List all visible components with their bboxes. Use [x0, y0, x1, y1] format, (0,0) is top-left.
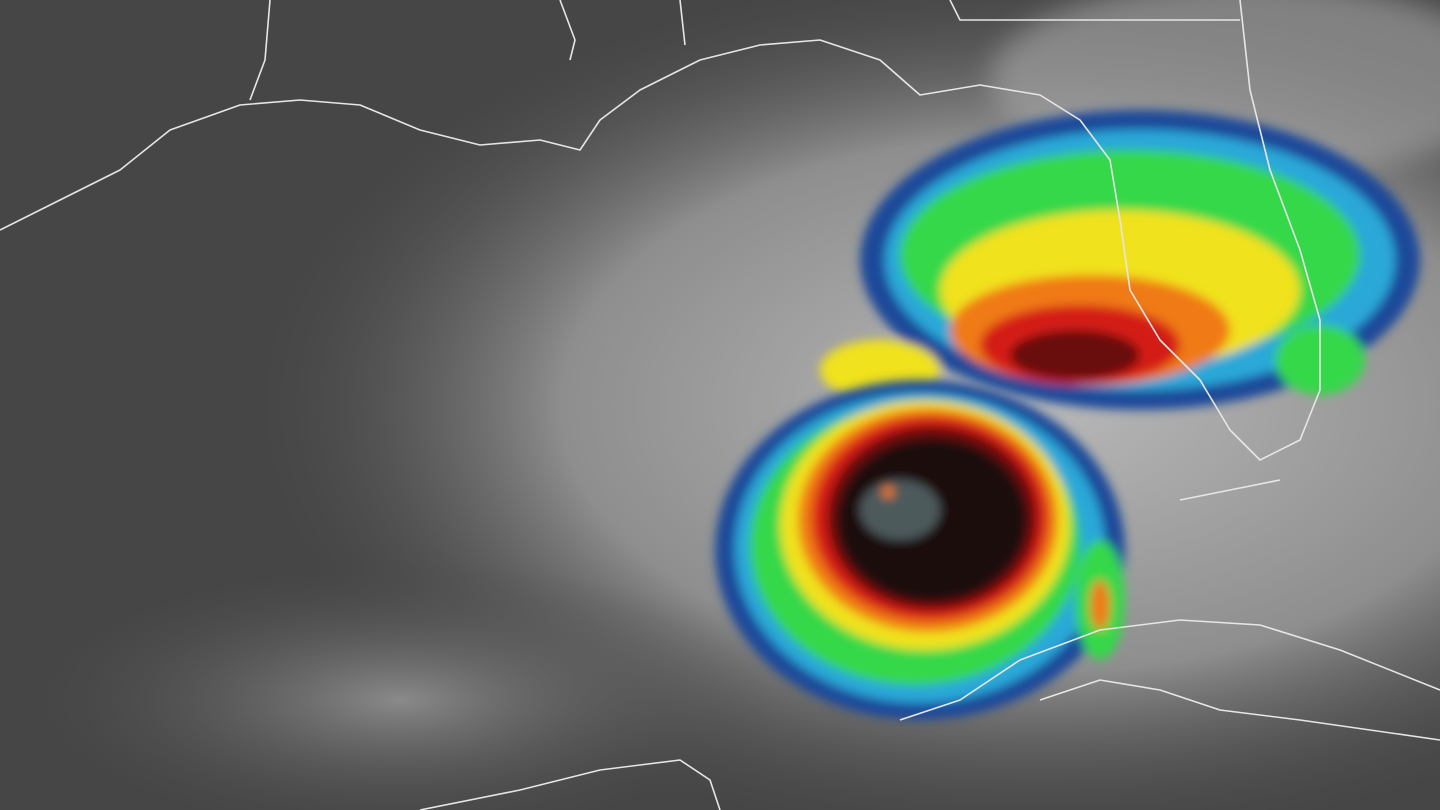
storm-band	[820, 110, 1420, 410]
cloud-field	[20, 560, 780, 810]
hurricane	[715, 380, 1125, 720]
